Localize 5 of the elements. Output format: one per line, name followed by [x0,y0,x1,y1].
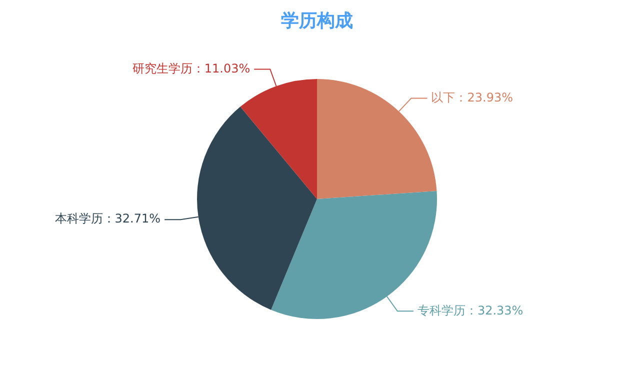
slice-label: 专科学历：32.33% [417,303,524,318]
slice-label: 研究生学历：11.03% [132,61,250,76]
slice-label: 本科学历：32.71% [54,212,161,226]
slice-label: 以下：23.93% [431,90,514,104]
chart-title: 学历构成 [281,10,353,32]
